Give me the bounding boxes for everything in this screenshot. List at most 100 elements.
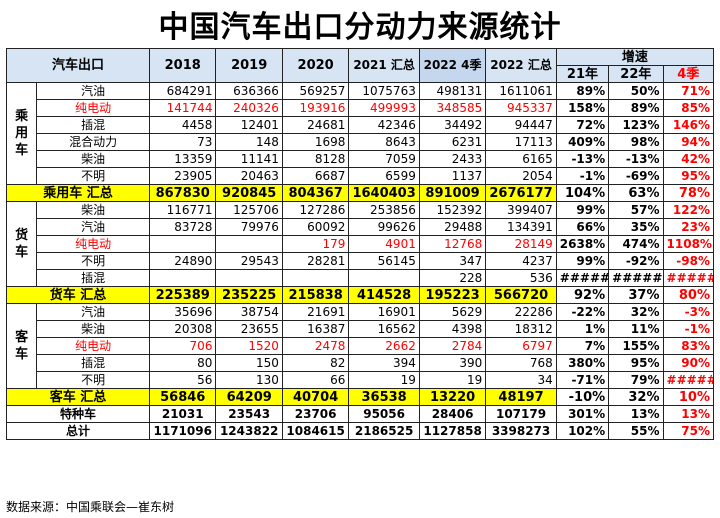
growth-cell: -13% [555,150,610,168]
value-cell: 2662 [348,337,420,355]
value-cell: 8643 [348,133,420,151]
growth-cell: 146% [662,116,715,134]
growth-cell: 79% [608,371,664,389]
total-growth-cell: 13% [608,405,664,423]
growth-cell: 1108% [662,235,715,253]
value-cell: 66 [281,371,350,389]
total-growth-cell: 63% [608,184,664,202]
value-cell: 4901 [348,235,420,253]
value-cell: 73 [148,133,217,151]
growth-cell: 42% [662,150,715,168]
value-cell: 16387 [281,320,350,338]
value-cell: 130 [215,371,283,389]
table-body: 乘用车汽油 684291 636366 569257 1075763 498131 1611… [5,82,715,440]
row-label: 柴油 [36,201,150,219]
group-label: 货车 [5,201,38,287]
col-2022-total: 2022 汇总 [485,48,557,83]
value-cell: 99626 [348,218,420,236]
value-cell: 24681 [281,116,350,134]
row-label: 汽油 [36,218,150,236]
total-label: 特种车 [6,405,150,423]
value-cell: 56 [148,371,217,389]
value-cell: 2054 [485,167,557,185]
growth-cell: 50% [608,82,664,100]
value-cell: 179 [281,235,350,253]
table-row: 插混 228 536 ##### ##### ##### [7,269,715,287]
value-cell: 56145 [348,252,420,270]
value-cell: 536 [485,269,557,287]
value-cell: 22286 [485,303,557,321]
value-cell: 35696 [148,303,217,321]
col-2020: 2020 [281,48,350,83]
value-cell: 240326 [215,99,283,117]
value-cell: 7059 [348,150,420,168]
header-row-1: 汽车出口 2018 2019 2020 2021 汇总 2022 4季 2022… [6,48,715,83]
value-cell: 399407 [485,201,557,219]
value-cell: 945337 [485,99,557,117]
growth-cell: 35% [608,218,664,236]
total-label: 货车 汇总 [6,286,150,304]
total-growth-cell: 32% [608,388,664,406]
growth-cell: 89% [555,82,610,100]
growth-cell: 474% [608,235,664,253]
value-cell: 706 [148,337,217,355]
total-growth-cell: 37% [608,286,664,304]
row-label: 插混 [36,269,150,287]
total-value-cell: 23543 [215,405,283,423]
header-row-2: 21年 22年 4季 [7,65,715,83]
growth-cell: 409% [555,133,610,151]
growth-cell: ##### [662,269,715,287]
value-cell: 498131 [418,82,487,100]
table-row: 不明 56 130 66 19 19 34 -71% 79% ##### [7,371,715,389]
value-cell: 18312 [485,320,557,338]
value-cell: 2784 [418,337,487,355]
col-2021-total: 2021 汇总 [348,48,420,83]
value-cell [215,235,283,253]
row-label: 纯电动 [36,235,150,253]
value-cell: 2433 [418,150,487,168]
growth-cell: 7% [555,337,610,355]
growth-col-21: 21年 [555,65,610,83]
total-label: 客车 汇总 [6,388,150,406]
value-cell: 141744 [148,99,217,117]
value-cell: 83728 [148,218,217,236]
row-label: 插混 [36,116,150,134]
page-title: 中国汽车出口分动力来源统计 [158,10,562,45]
row-label: 插混 [36,354,150,372]
value-cell: 79976 [215,218,283,236]
total-growth-cell: 75% [662,422,715,440]
value-cell: 42346 [348,116,420,134]
value-cell: 21691 [281,303,350,321]
growth-cell: 158% [555,99,610,117]
table-row: 纯电动 141744 240326 193916 499993 348585 945337 1… [7,99,715,117]
data-source-note: 数据来源：中国乘联会—崔东树 [6,500,175,514]
growth-cell: 32% [608,303,664,321]
total-value-cell: 195223 [418,286,487,304]
total-value-cell: 23706 [281,405,350,423]
growth-cell: ##### [608,269,664,287]
value-cell: 34492 [418,116,487,134]
growth-cell: 380% [555,354,610,372]
total-row: 乘用车 汇总 867830 920845 804367 1640403 891009 267… [6,184,715,202]
row-label: 不明 [36,371,150,389]
group-label: 客车 [5,303,38,389]
value-cell: 34 [485,371,557,389]
corner-header: 汽车出口 [6,48,150,83]
total-growth-cell: 78% [662,184,715,202]
value-cell: 569257 [281,82,350,100]
growth-cell: ##### [555,269,610,287]
row-label: 柴油 [36,320,150,338]
total-value-cell: 3398273 [485,422,557,440]
total-value-cell: 920845 [215,184,283,202]
total-value-cell: 225389 [148,286,217,304]
value-cell: 28281 [281,252,350,270]
value-cell: 1611061 [485,82,557,100]
total-value-cell: 1171096 [148,422,217,440]
growth-cell: 155% [608,337,664,355]
growth-cell: -98% [662,252,715,270]
total-value-cell: 1127858 [418,422,487,440]
value-cell: 82 [281,354,350,372]
value-cell: 19 [418,371,487,389]
growth-cell: 57% [608,201,664,219]
col-2019: 2019 [215,48,283,83]
